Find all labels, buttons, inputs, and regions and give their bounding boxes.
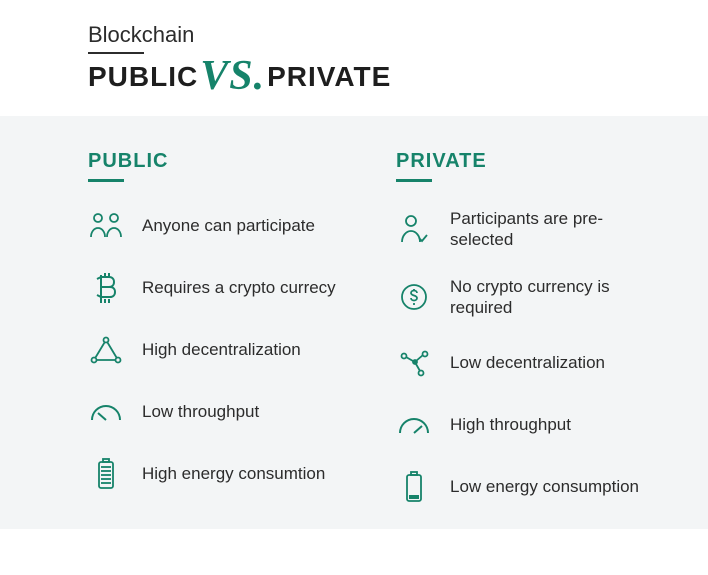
battery-low-icon [396, 469, 432, 505]
title-private: PRIVATE [267, 61, 391, 93]
triangle-icon [88, 332, 124, 368]
people-icon [88, 208, 124, 244]
item-text: Requires a crypto currecy [142, 277, 336, 298]
list-item: Low throughput [88, 394, 356, 430]
item-text: High decentralization [142, 339, 301, 360]
item-text: Participants are pre-selected [450, 208, 664, 251]
public-column: PUBLIC Anyone can participate Requires a… [88, 150, 356, 505]
private-column: PRIVATE Participants are pre-selected No… [396, 150, 664, 505]
private-column-rule [396, 179, 432, 182]
header-eyebrow: Blockchain [88, 22, 708, 48]
item-text: Low decentralization [450, 352, 605, 373]
list-item: Low decentralization [396, 345, 664, 381]
list-item: Requires a crypto currecy [88, 270, 356, 306]
title-vs: VS. [200, 60, 265, 94]
public-column-title: PUBLIC [88, 150, 356, 173]
header: Blockchain PUBLIC VS. PRIVATE [0, 0, 708, 94]
list-item: High throughput [396, 407, 664, 443]
list-item: Low energy consumption [396, 469, 664, 505]
title-public: PUBLIC [88, 61, 198, 93]
network-icon [396, 345, 432, 381]
list-item: High decentralization [88, 332, 356, 368]
list-item: No crypto currency is required [396, 276, 664, 319]
person-check-icon [396, 211, 432, 247]
public-column-rule [88, 179, 124, 182]
item-text: No crypto currency is required [450, 276, 664, 319]
list-item: Participants are pre-selected [396, 208, 664, 251]
item-text: Low energy consumption [450, 476, 639, 497]
header-rule [88, 52, 144, 54]
comparison-panel: PUBLIC Anyone can participate Requires a… [0, 116, 708, 529]
list-item: High energy consumtion [88, 456, 356, 492]
bitcoin-icon [88, 270, 124, 306]
gauge-high-icon [396, 407, 432, 443]
private-column-title: PRIVATE [396, 150, 664, 173]
battery-full-icon [88, 456, 124, 492]
list-item: Anyone can participate [88, 208, 356, 244]
item-text: Low throughput [142, 401, 259, 422]
header-title: PUBLIC VS. PRIVATE [88, 60, 708, 94]
item-text: Anyone can participate [142, 215, 315, 236]
item-text: High throughput [450, 414, 571, 435]
item-text: High energy consumtion [142, 463, 325, 484]
dollar-coin-icon [396, 279, 432, 315]
gauge-low-icon [88, 394, 124, 430]
